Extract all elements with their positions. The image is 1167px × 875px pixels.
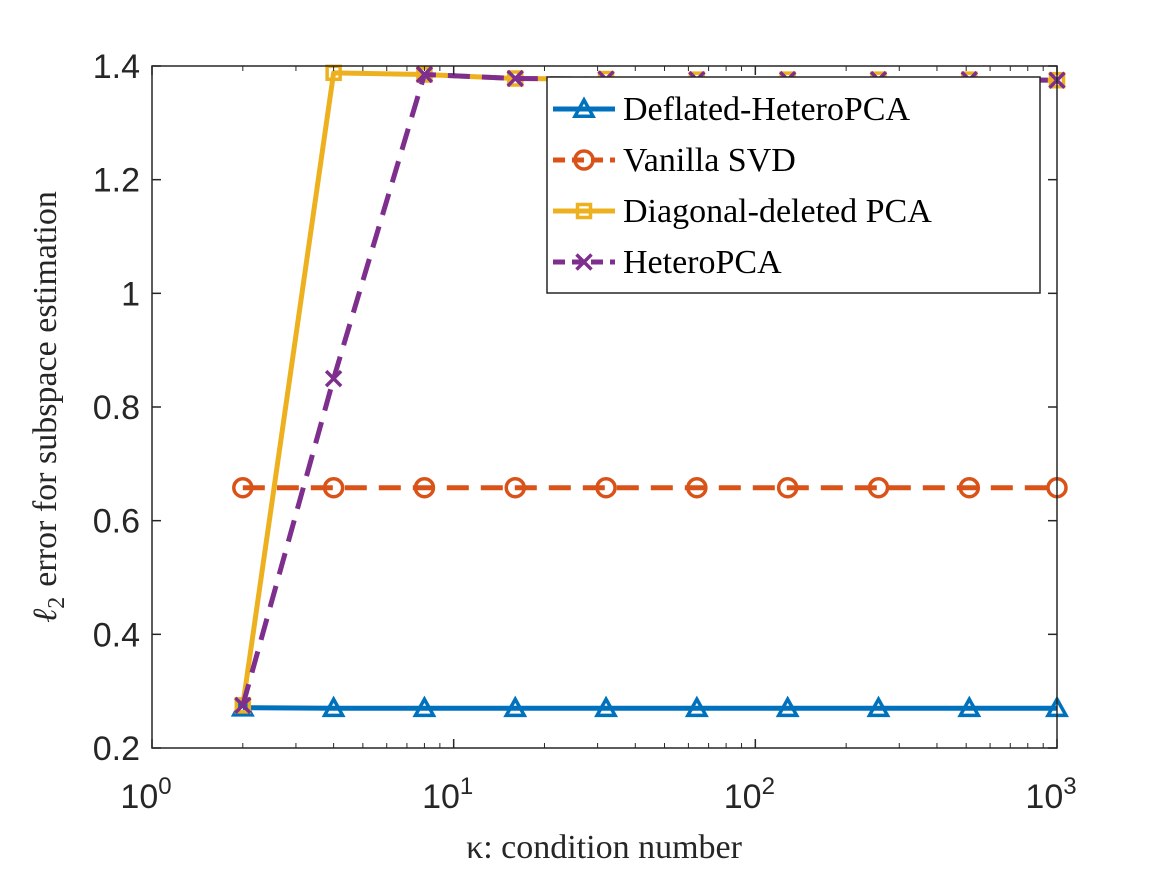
data-point-vanilla-svd — [776, 476, 799, 499]
data-point-vanilla-svd — [867, 476, 890, 499]
x-tick-label: 101 — [422, 773, 473, 816]
legend-marker — [575, 253, 593, 271]
legend-label: HeteroPCA — [623, 244, 782, 281]
y-tick-label: 0.2 — [93, 730, 140, 768]
series-line-deflated-heteropca — [242, 705, 1057, 711]
legend-item-diagonal-deleted-pca: Diagonal-deleted PCA — [553, 193, 932, 230]
legend-box — [546, 76, 1041, 294]
data-point-heteropca — [506, 69, 524, 88]
legend-item-deflated-heteropca: Deflated-HeteroPCA — [553, 91, 910, 128]
data-point-heteropca — [415, 65, 434, 84]
legend-item-heteropca: HeteroPCA — [553, 244, 782, 281]
series-deflated-heteropca — [230, 695, 1069, 718]
data-point-deflated-heteropca — [594, 695, 619, 718]
legend-label: Diagonal-deleted PCA — [623, 193, 932, 230]
y-tick-label: 1 — [121, 275, 140, 313]
x-tick-label: 100 — [120, 773, 171, 816]
data-point-deflated-heteropca — [503, 695, 528, 718]
data-point-deflated-heteropca — [957, 695, 982, 718]
data-point-deflated-heteropca — [684, 695, 709, 718]
x-tick-label: 103 — [1025, 773, 1076, 816]
series-vanilla-svd — [232, 476, 1068, 499]
data-point-deflated-heteropca — [866, 695, 891, 718]
y-tick-label: 1.2 — [93, 162, 140, 200]
x-axis-label: κ: condition number — [466, 829, 743, 866]
y-tick-label: 0.8 — [93, 389, 140, 427]
data-point-vanilla-svd — [232, 476, 254, 499]
data-point-vanilla-svd — [595, 476, 617, 499]
data-point-vanilla-svd — [686, 476, 708, 499]
legend: Deflated-HeteroPCA Vanilla SVD Diagonal-de… — [546, 76, 1041, 294]
y-axis-label-symbol: ℓ — [27, 609, 64, 623]
legend-marker — [573, 149, 595, 171]
y-tick-label: 1.4 — [93, 48, 140, 86]
y-tick-label: 0.4 — [93, 616, 140, 654]
data-point-deflated-heteropca — [321, 695, 346, 718]
legend-label: Deflated-HeteroPCA — [623, 91, 910, 128]
y-axis-label: ℓ2 error for subspace estimation — [27, 191, 70, 623]
data-point-vanilla-svd — [322, 476, 345, 499]
data-point-heteropca — [234, 696, 252, 715]
y-axis-label-text: error for subspace estimation — [27, 191, 64, 587]
x-tick-label: 102 — [724, 773, 775, 816]
legend-item-vanilla-svd: Vanilla SVD — [553, 142, 796, 179]
data-point-vanilla-svd — [504, 476, 526, 499]
data-point-deflated-heteropca — [230, 695, 255, 717]
data-point-deflated-heteropca — [775, 695, 800, 718]
data-point-deflated-heteropca — [412, 695, 437, 718]
ticks-layer: 0.2 0.4 0.6 0.8 1 1.2 1.4 100 101 102 103 — [93, 48, 1077, 816]
data-point-heteropca — [324, 369, 343, 388]
legend-label: Vanilla SVD — [623, 142, 796, 179]
data-point-vanilla-svd — [958, 476, 981, 499]
data-point-vanilla-svd — [413, 476, 436, 499]
y-axis-label-subscript: 2 — [44, 597, 70, 609]
legend-marker — [575, 202, 593, 220]
y-tick-label: 0.6 — [93, 503, 140, 541]
legend-marker — [572, 96, 596, 118]
